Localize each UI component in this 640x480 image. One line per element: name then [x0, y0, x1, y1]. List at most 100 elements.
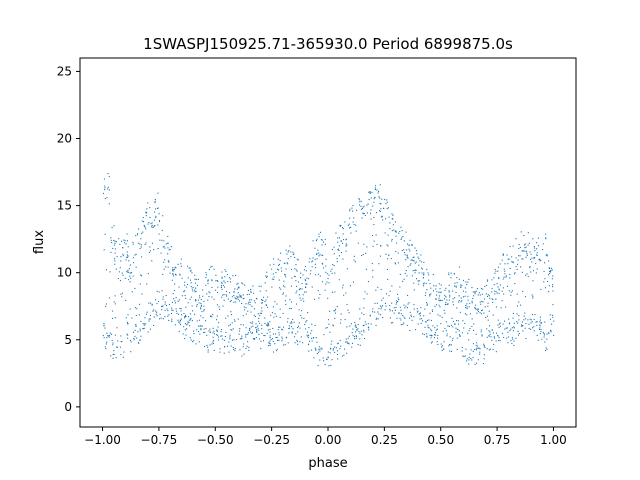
scatter-point — [539, 333, 541, 335]
scatter-point — [479, 348, 481, 350]
scatter-point — [493, 336, 495, 338]
scatter-point — [240, 324, 242, 326]
scatter-point — [428, 279, 430, 281]
scatter-point — [525, 250, 527, 252]
scatter-point — [333, 253, 335, 255]
scatter-point — [212, 341, 214, 343]
scatter-point — [195, 299, 197, 301]
scatter-point — [259, 312, 261, 314]
scatter-point — [317, 290, 319, 292]
scatter-point — [491, 279, 493, 281]
scatter-point — [541, 338, 543, 340]
scatter-point — [158, 291, 160, 293]
scatter-point — [233, 295, 235, 297]
scatter-point — [301, 317, 303, 319]
scatter-point — [534, 250, 536, 252]
scatter-point — [319, 350, 321, 352]
scatter-point — [190, 296, 192, 298]
scatter-point — [471, 302, 473, 304]
scatter-point — [107, 186, 109, 188]
scatter-point — [335, 347, 337, 349]
scatter-point — [193, 333, 195, 335]
scatter-point — [552, 290, 554, 292]
scatter-point — [514, 273, 516, 275]
scatter-point — [461, 350, 463, 352]
scatter-point — [395, 231, 397, 233]
scatter-point — [425, 282, 427, 284]
scatter-point — [122, 255, 124, 257]
scatter-point — [545, 350, 547, 352]
scatter-point — [291, 277, 293, 279]
scatter-point — [298, 294, 300, 296]
scatter-point — [466, 306, 468, 308]
scatter-point — [347, 342, 349, 344]
scatter-point — [261, 310, 263, 312]
scatter-point — [305, 286, 307, 288]
scatter-point — [400, 309, 402, 311]
scatter-point — [293, 321, 295, 323]
scatter-point — [378, 196, 380, 198]
scatter-point — [281, 336, 283, 338]
scatter-point — [223, 294, 225, 296]
scatter-point — [124, 242, 126, 244]
scatter-point — [300, 277, 302, 279]
scatter-point — [240, 338, 242, 340]
scatter-point — [479, 301, 481, 303]
scatter-point — [109, 332, 111, 334]
scatter-point — [218, 339, 220, 341]
scatter-point — [392, 218, 394, 220]
scatter-point — [203, 300, 205, 302]
scatter-point — [127, 246, 129, 248]
scatter-point — [480, 331, 482, 333]
scatter-point — [247, 290, 249, 292]
scatter-point — [527, 232, 529, 234]
scatter-point — [497, 334, 499, 336]
chart-title: 1SWASPJ150925.71-365930.0 Period 6899875… — [143, 35, 513, 53]
scatter-point — [267, 306, 269, 308]
scatter-point — [194, 274, 196, 276]
scatter-point — [548, 267, 550, 269]
scatter-point — [340, 319, 342, 321]
scatter-point — [115, 241, 117, 243]
scatter-point — [433, 337, 435, 339]
scatter-point — [229, 334, 231, 336]
scatter-point — [163, 261, 165, 263]
scatter-point — [253, 300, 255, 302]
scatter-point — [540, 329, 542, 331]
scatter-point — [444, 312, 446, 314]
scatter-point — [462, 296, 464, 298]
scatter-point — [242, 346, 244, 348]
scatter-point — [352, 221, 354, 223]
scatter-point — [520, 266, 522, 268]
scatter-point — [162, 246, 164, 248]
scatter-point — [187, 277, 189, 279]
scatter-point — [519, 304, 521, 306]
scatter-point — [476, 362, 478, 364]
scatter-point — [350, 232, 352, 234]
scatter-point — [397, 252, 399, 254]
scatter-point — [276, 348, 278, 350]
scatter-point — [179, 273, 181, 275]
scatter-point — [227, 315, 229, 317]
scatter-point — [469, 302, 471, 304]
scatter-point — [304, 291, 306, 293]
scatter-point — [359, 308, 361, 310]
scatter-point — [120, 354, 122, 356]
scatter-point — [405, 270, 407, 272]
scatter-point — [236, 288, 238, 290]
scatter-point — [543, 334, 545, 336]
scatter-point — [184, 290, 186, 292]
scatter-point — [436, 328, 438, 330]
scatter-point — [435, 304, 437, 306]
scatter-point — [499, 340, 501, 342]
scatter-point — [430, 287, 432, 289]
scatter-point — [112, 344, 114, 346]
scatter-point — [325, 258, 327, 260]
scatter-point — [334, 272, 336, 274]
scatter-point — [334, 351, 336, 353]
scatter-point — [120, 256, 122, 258]
scatter-point — [512, 338, 514, 340]
scatter-point — [216, 319, 218, 321]
scatter-point — [243, 306, 245, 308]
scatter-point — [524, 327, 526, 329]
